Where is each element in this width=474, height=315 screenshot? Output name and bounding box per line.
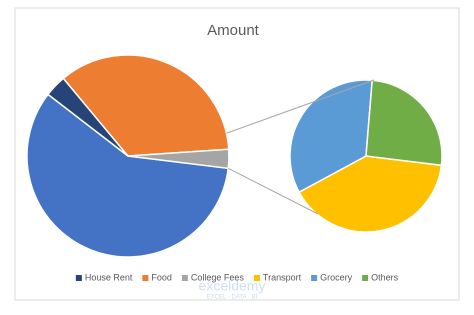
legend-label: College Fees	[191, 272, 245, 282]
legend-item: Others	[362, 272, 399, 282]
legend-label: House Rent	[85, 272, 133, 282]
pie-slice	[127, 148, 230, 170]
legend-item: Grocery	[311, 272, 353, 282]
legend-swatch	[362, 275, 369, 281]
legend-item: House Rent	[75, 272, 133, 282]
pie-slice	[298, 155, 443, 233]
connector-line	[226, 79, 375, 134]
legend-swatch	[311, 275, 318, 281]
chart-title: Amount	[207, 22, 260, 39]
watermark: exceldemy	[199, 278, 266, 294]
legend-item: Food	[142, 272, 172, 282]
legend-swatch	[181, 275, 188, 281]
legend-label: Food	[151, 272, 172, 282]
legend-swatch	[253, 275, 260, 281]
legend: House Rent Food College Fees Transport Groce…	[75, 272, 399, 282]
pie-slice	[289, 79, 374, 194]
legend-swatch	[75, 275, 82, 281]
legend-label: Grocery	[320, 272, 353, 282]
pie-slice	[365, 79, 443, 167]
legend-label: Transport	[263, 272, 302, 282]
connector-line	[228, 167, 319, 215]
legend-label: Others	[371, 272, 399, 282]
legend-swatch	[142, 275, 149, 281]
watermark-tagline: EXCEL · DATA · BI	[207, 295, 258, 301]
pie-slice-other	[26, 93, 230, 258]
pie-slice	[62, 54, 230, 157]
legend-item: College Fees	[181, 272, 245, 282]
legend-item: Transport	[253, 272, 302, 282]
